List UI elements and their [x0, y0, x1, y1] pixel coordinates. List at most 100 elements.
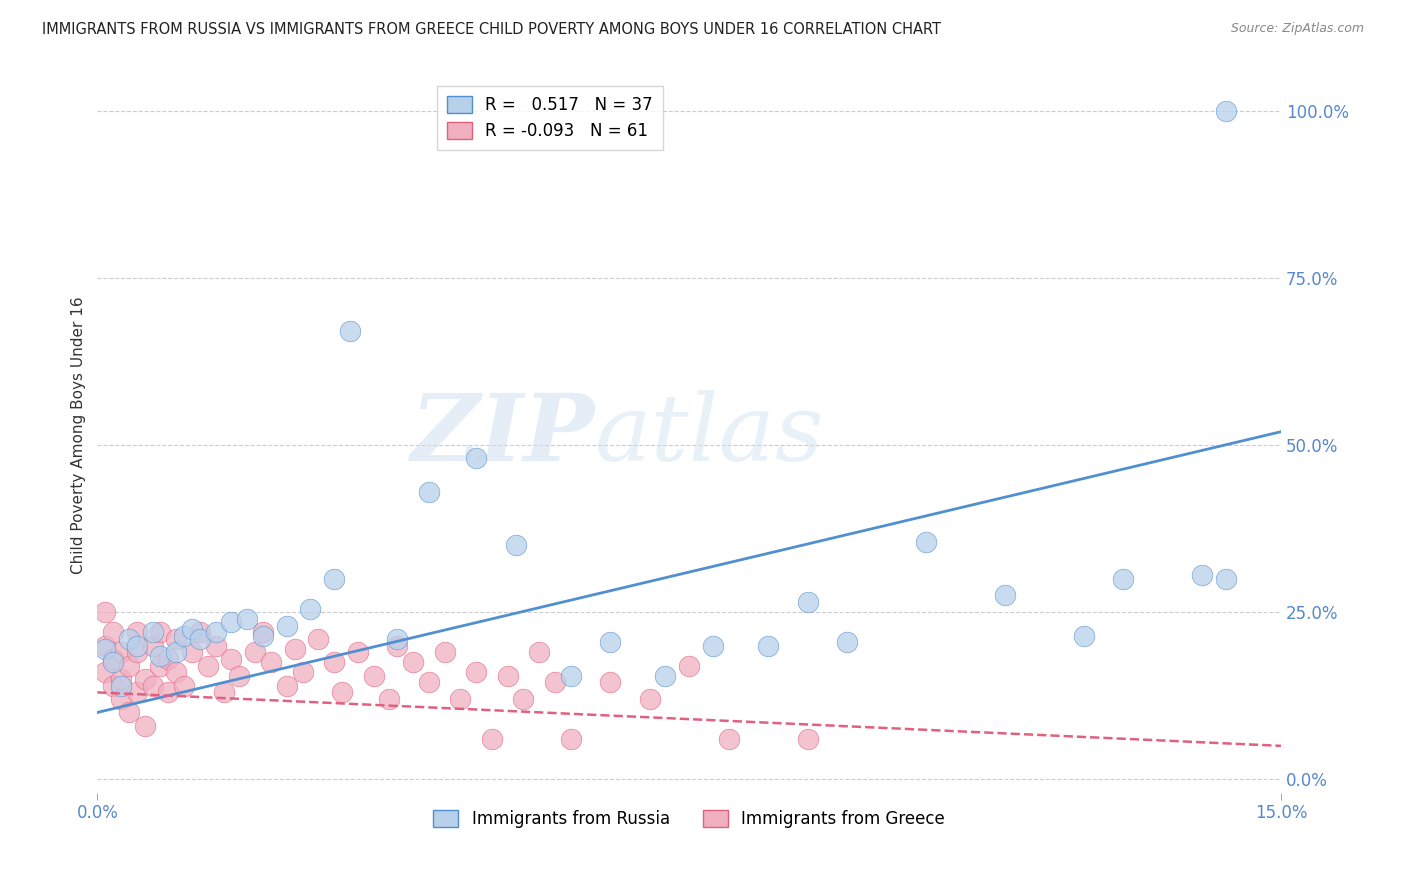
Point	[252, 629, 274, 643]
Y-axis label: Child Poverty Among Boys Under 16: Child Poverty Among Boys Under 16	[72, 296, 86, 574]
Point	[276, 679, 298, 693]
Point	[599, 675, 621, 690]
Point	[204, 625, 226, 640]
Point	[1112, 572, 1135, 586]
Point	[529, 645, 551, 659]
Point	[181, 645, 204, 659]
Point	[94, 605, 117, 619]
Point	[505, 538, 527, 552]
Point	[638, 692, 661, 706]
Point	[835, 635, 858, 649]
Point	[512, 692, 534, 706]
Point	[110, 645, 132, 659]
Point	[101, 625, 124, 640]
Point	[544, 675, 567, 690]
Point	[188, 625, 211, 640]
Point	[433, 645, 456, 659]
Point	[125, 625, 148, 640]
Point	[1215, 103, 1237, 118]
Point	[387, 632, 409, 646]
Point	[418, 675, 440, 690]
Point	[149, 625, 172, 640]
Point	[915, 535, 938, 549]
Text: IMMIGRANTS FROM RUSSIA VS IMMIGRANTS FROM GREECE CHILD POVERTY AMONG BOYS UNDER : IMMIGRANTS FROM RUSSIA VS IMMIGRANTS FRO…	[42, 22, 941, 37]
Point	[560, 732, 582, 747]
Point	[346, 645, 368, 659]
Point	[101, 656, 124, 670]
Point	[994, 589, 1017, 603]
Point	[181, 622, 204, 636]
Point	[1073, 629, 1095, 643]
Point	[339, 325, 361, 339]
Point	[165, 645, 187, 659]
Point	[110, 679, 132, 693]
Point	[465, 665, 488, 680]
Point	[378, 692, 401, 706]
Point	[756, 639, 779, 653]
Point	[204, 639, 226, 653]
Point	[1191, 568, 1213, 582]
Point	[276, 618, 298, 632]
Point	[449, 692, 471, 706]
Point	[188, 632, 211, 646]
Point	[307, 632, 329, 646]
Point	[125, 685, 148, 699]
Point	[142, 639, 165, 653]
Point	[796, 595, 818, 609]
Point	[299, 602, 322, 616]
Point	[94, 665, 117, 680]
Point	[125, 639, 148, 653]
Point	[465, 451, 488, 466]
Point	[221, 615, 243, 630]
Point	[110, 692, 132, 706]
Point	[94, 639, 117, 653]
Point	[387, 639, 409, 653]
Point	[149, 658, 172, 673]
Point	[118, 632, 141, 646]
Point	[118, 658, 141, 673]
Point	[142, 679, 165, 693]
Point	[796, 732, 818, 747]
Point	[702, 639, 724, 653]
Point	[323, 572, 346, 586]
Point	[125, 645, 148, 659]
Point	[157, 652, 180, 666]
Point	[363, 668, 385, 682]
Point	[1215, 572, 1237, 586]
Point	[221, 652, 243, 666]
Point	[101, 652, 124, 666]
Point	[243, 645, 266, 659]
Point	[560, 668, 582, 682]
Point	[197, 658, 219, 673]
Point	[134, 672, 156, 686]
Point	[94, 642, 117, 657]
Point	[134, 719, 156, 733]
Point	[149, 648, 172, 663]
Point	[118, 706, 141, 720]
Point	[291, 665, 314, 680]
Point	[654, 668, 676, 682]
Point	[101, 679, 124, 693]
Point	[165, 665, 187, 680]
Text: Source: ZipAtlas.com: Source: ZipAtlas.com	[1230, 22, 1364, 36]
Point	[330, 685, 353, 699]
Point	[284, 642, 307, 657]
Point	[323, 656, 346, 670]
Point	[418, 484, 440, 499]
Point	[252, 625, 274, 640]
Point	[599, 635, 621, 649]
Text: atlas: atlas	[595, 390, 824, 480]
Point	[142, 625, 165, 640]
Point	[173, 629, 195, 643]
Point	[212, 685, 235, 699]
Point	[110, 672, 132, 686]
Point	[157, 685, 180, 699]
Point	[173, 679, 195, 693]
Point	[228, 668, 250, 682]
Point	[402, 656, 425, 670]
Point	[496, 668, 519, 682]
Point	[481, 732, 503, 747]
Point	[165, 632, 187, 646]
Point	[717, 732, 740, 747]
Point	[260, 656, 283, 670]
